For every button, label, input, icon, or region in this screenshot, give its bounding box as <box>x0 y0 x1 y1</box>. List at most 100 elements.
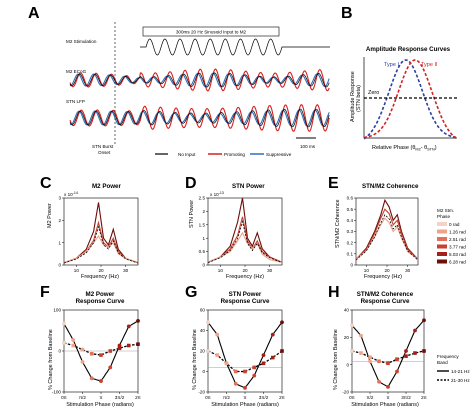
h-plot-frame <box>351 309 425 393</box>
e-series-line <box>355 208 419 260</box>
panel-letter-e: E <box>328 175 339 192</box>
g-point <box>206 349 210 353</box>
panel-letter-d: D <box>185 175 197 192</box>
h-point <box>368 355 372 359</box>
c-ytick-label: 2 <box>58 218 61 223</box>
panel-letter-c: C <box>40 175 52 192</box>
e-legend-swatch <box>437 244 447 249</box>
h-xtick-label: 2π <box>421 395 427 400</box>
c-ylabel: M2 Power <box>47 203 53 228</box>
f-point <box>62 341 66 345</box>
f-xtick-label: π <box>99 395 102 400</box>
f-title-1: M2 Power <box>86 291 115 298</box>
f-point <box>71 343 76 348</box>
h-point <box>422 318 426 323</box>
e-legend-item: 3.77 rad <box>449 245 466 250</box>
ecog-trace-suppressive <box>69 72 330 88</box>
f-point <box>136 342 140 346</box>
b-type1-label: Type I <box>384 62 399 68</box>
e-plot-frame <box>355 197 419 266</box>
h-point <box>386 361 390 366</box>
d-xtick-label: 30 <box>267 268 273 273</box>
g-plot-frame <box>207 309 283 393</box>
g-title-1: STN Power <box>229 291 262 298</box>
e-legend-item: 2.51 rad <box>449 237 466 242</box>
f-point <box>117 346 122 351</box>
ecog-trace-promoting <box>69 68 330 92</box>
legend-promoting: Promoting <box>224 152 245 157</box>
d-ytick-label: 0 <box>202 263 205 268</box>
h-legend-item-1: 14-21 Hz <box>451 369 470 374</box>
h-xtick-label: 0π <box>349 395 355 400</box>
e-series-line <box>355 217 419 260</box>
f-title-2: Response Curve <box>76 298 125 305</box>
g-point <box>270 332 275 337</box>
c-ytick-label: 1 <box>58 240 61 245</box>
b-ylabel-2: (STN beta) <box>356 85 362 112</box>
stim-trace <box>140 38 330 56</box>
h-legend-item-2: 21-30 Hz <box>451 378 470 383</box>
panel-letter-a: A <box>28 5 40 22</box>
panel-letter-b: B <box>341 5 353 22</box>
g-point <box>224 361 229 366</box>
e-legend-swatch <box>437 259 447 264</box>
h-title-1: STN/M2 Coherence <box>357 291 414 298</box>
g-title-2: Response Curve <box>221 298 270 305</box>
c-series-line <box>63 234 139 264</box>
h-fit-line <box>351 350 425 364</box>
h-legend-title-2: Band <box>437 360 448 365</box>
f-point <box>126 324 131 329</box>
c-series-line <box>63 220 139 264</box>
e-legend: 0 rad 1.26 rad 2.51 rad 3.77 rad 5.03 rad 6.2… <box>437 222 466 265</box>
e-legend-swatch <box>437 229 447 234</box>
h-point <box>377 379 381 384</box>
f-point <box>89 376 94 381</box>
g-xtick-label: 0π <box>205 395 211 400</box>
e-ytick-label: 0.6 <box>347 196 354 201</box>
lfp-trace-noinput <box>69 108 330 128</box>
h-ytick-label: -20 <box>342 390 349 395</box>
g-ylabel: % Change from Baseline <box>192 329 198 390</box>
f-point <box>108 349 113 353</box>
f-point <box>99 353 103 357</box>
h-point <box>395 357 399 361</box>
c-ytick-label: 3 <box>58 196 61 201</box>
b-zero-label: Zero <box>368 90 379 96</box>
c-xlabel: Frequency (Hz) <box>81 274 119 280</box>
g-point <box>261 353 266 357</box>
ecog-trace-noinput <box>69 72 330 88</box>
row-label-lfp: STN LFP <box>66 99 85 104</box>
h-ylabel: % Change from Baseline <box>333 329 339 390</box>
panel-f: F M2 Power Response Curve % Change from … <box>40 284 141 408</box>
g-point <box>215 353 220 357</box>
e-legend-item: 1.26 rad <box>449 230 466 235</box>
scalebar-label: 100 ms <box>300 144 316 149</box>
panel-g: G STN Power Response Curve % Change from… <box>185 284 285 408</box>
e-xtick-label: 10 <box>364 268 370 273</box>
d-exp: x 10-13 <box>210 191 224 197</box>
h-xlabel: Stimulation Phase (radians) <box>351 402 419 408</box>
c-title: M2 Power <box>92 183 121 190</box>
f-ytick-label: 100 <box>53 308 61 313</box>
e-ytick-label: 0.4 <box>347 218 354 223</box>
e-ytick-label: 0.3 <box>347 229 354 234</box>
e-legend-title-1: M2 Stm. <box>437 208 454 213</box>
e-series-line <box>355 198 419 260</box>
e-ytick-label: 0.2 <box>347 240 354 245</box>
row-label-stim: M2 Stimulation <box>66 39 97 44</box>
e-ytick-label: 0.5 <box>347 207 354 212</box>
e-legend-swatch <box>437 222 447 226</box>
f-xtick-label: 3π/2 <box>115 395 125 400</box>
h-ytick-label: 40 <box>344 308 350 313</box>
f-point <box>108 365 113 370</box>
h-legend-title-1: Frequency <box>437 354 459 359</box>
g-xlabel: Stimulation Phase (radians) <box>211 402 279 408</box>
h-point <box>404 349 408 353</box>
e-legend-item: 0 rad <box>449 222 460 227</box>
c-xtick-label: 30 <box>123 268 129 273</box>
e-xlabel: Frequency (Hz) <box>364 274 402 280</box>
f-fit-line <box>63 342 139 356</box>
b-type2-curve <box>363 59 458 140</box>
d-ytick-label: 2 <box>202 209 205 214</box>
